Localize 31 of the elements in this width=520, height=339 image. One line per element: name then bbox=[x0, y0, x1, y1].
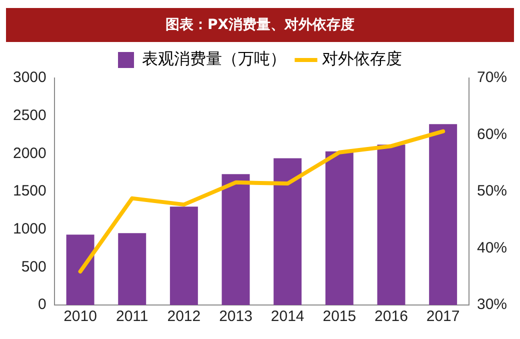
bar bbox=[429, 124, 458, 305]
y2-tick-label: 70% bbox=[476, 69, 508, 86]
x-tick-label: 2017 bbox=[426, 308, 460, 326]
y-tick-label: 2500 bbox=[12, 106, 46, 124]
x-tick-label: 2015 bbox=[322, 308, 356, 326]
legend-label: 表观消费量（万吨） bbox=[142, 49, 286, 68]
y-tick-label: 500 bbox=[21, 258, 46, 276]
x-tick-label: 2012 bbox=[167, 308, 201, 326]
bar bbox=[170, 206, 198, 305]
y-tick-label: 2000 bbox=[12, 144, 46, 162]
x-tick-label: 2016 bbox=[374, 308, 408, 326]
bar bbox=[377, 144, 406, 305]
y2-tick-label: 60% bbox=[476, 126, 508, 143]
bar bbox=[118, 233, 146, 305]
y2-tick-label: 50% bbox=[476, 182, 508, 200]
x-tick-label: 2014 bbox=[270, 308, 304, 326]
x-tick-label: 2013 bbox=[219, 308, 252, 326]
y-tick-label: 0 bbox=[38, 296, 46, 314]
bar bbox=[66, 234, 94, 305]
x-tick-label: 2011 bbox=[116, 308, 148, 326]
y-tick-label: 3000 bbox=[12, 69, 46, 86]
bar bbox=[325, 151, 354, 305]
bar bbox=[274, 158, 302, 305]
x-tick-label: 2010 bbox=[64, 308, 97, 326]
legend-label: 对外依存度 bbox=[322, 49, 402, 68]
y2-tick-label: 30% bbox=[476, 296, 508, 314]
y-tick-label: 1500 bbox=[12, 182, 46, 200]
bar bbox=[222, 174, 250, 305]
chart-title: 图表：PX消费量、对外依存度 bbox=[6, 8, 514, 42]
y-tick-label: 1000 bbox=[12, 220, 46, 238]
y2-tick-label: 40% bbox=[476, 239, 508, 256]
